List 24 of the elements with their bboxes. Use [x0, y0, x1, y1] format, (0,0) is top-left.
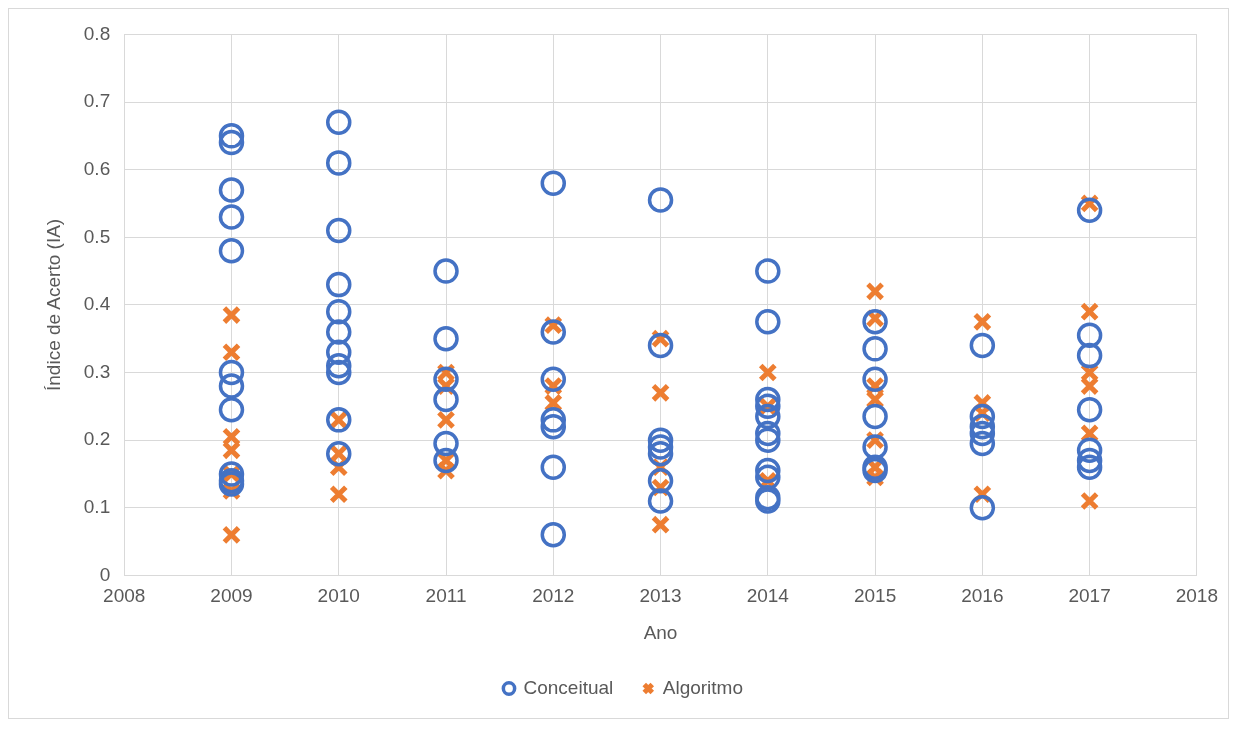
- x-tick-label: 2009: [210, 585, 253, 607]
- x-axis-title: Ano: [643, 621, 678, 643]
- x-tick-label: 2010: [317, 585, 360, 607]
- x-tick-label: 2011: [425, 585, 467, 607]
- y-tick-label: 0.5: [83, 225, 111, 247]
- y-tick-label: 0: [99, 563, 111, 585]
- x-tick-label: 2014: [746, 585, 790, 607]
- y-tick-label: 0.8: [83, 22, 111, 44]
- y-tick-label: 0.6: [83, 157, 111, 179]
- x-tick-label: 2008: [103, 585, 146, 607]
- x-tick-label: 2012: [532, 585, 575, 607]
- x-tick-label: 2017: [1068, 585, 1111, 607]
- y-tick-label: 0.7: [83, 90, 111, 112]
- y-tick-label: 0.4: [83, 293, 111, 315]
- y-tick-label: 0.1: [83, 496, 111, 518]
- x-tick-label: 2013: [639, 585, 682, 607]
- y-tick-label: 0.2: [83, 428, 111, 450]
- y-tick-label: 0.3: [83, 360, 111, 382]
- x-tick-label: 2016: [961, 585, 1004, 607]
- y-axis-title: Índice de Acerto (IA): [42, 218, 64, 391]
- legend-label: Conceitual: [523, 676, 614, 698]
- x-tick-label: 2015: [853, 585, 897, 607]
- legend-label: Algoritmo: [662, 676, 744, 698]
- x-tick-label: 2018: [1175, 585, 1219, 607]
